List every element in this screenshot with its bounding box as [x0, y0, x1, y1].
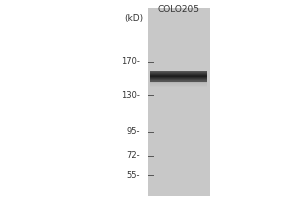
Text: COLO205: COLO205: [157, 5, 199, 14]
Bar: [150, 79, 207, 80]
Text: 130-: 130-: [121, 90, 140, 99]
Bar: [150, 74, 207, 75]
Bar: [150, 71, 207, 72]
Bar: [150, 73, 207, 74]
Bar: [150, 85, 207, 87]
Bar: [150, 78, 207, 79]
Bar: [150, 71, 207, 72]
Text: 55-: 55-: [127, 170, 140, 180]
Bar: [150, 72, 207, 73]
Bar: [150, 76, 207, 77]
Text: 170-: 170-: [121, 58, 140, 66]
Bar: [148, 8, 210, 196]
Bar: [150, 80, 207, 81]
Bar: [150, 79, 207, 80]
Bar: [150, 80, 207, 81]
Bar: [150, 75, 207, 76]
Bar: [150, 75, 207, 76]
Text: (kD): (kD): [124, 14, 143, 23]
Bar: [150, 81, 207, 82]
Bar: [150, 74, 207, 75]
Text: 95-: 95-: [127, 128, 140, 136]
Bar: [150, 84, 207, 86]
Bar: [150, 77, 207, 78]
Bar: [150, 73, 207, 74]
Bar: [150, 76, 207, 77]
Bar: [150, 72, 207, 73]
Bar: [150, 83, 207, 85]
Bar: [150, 78, 207, 79]
Bar: [150, 77, 207, 78]
Bar: [150, 81, 207, 83]
Text: 72-: 72-: [126, 152, 140, 160]
Bar: [150, 82, 207, 84]
